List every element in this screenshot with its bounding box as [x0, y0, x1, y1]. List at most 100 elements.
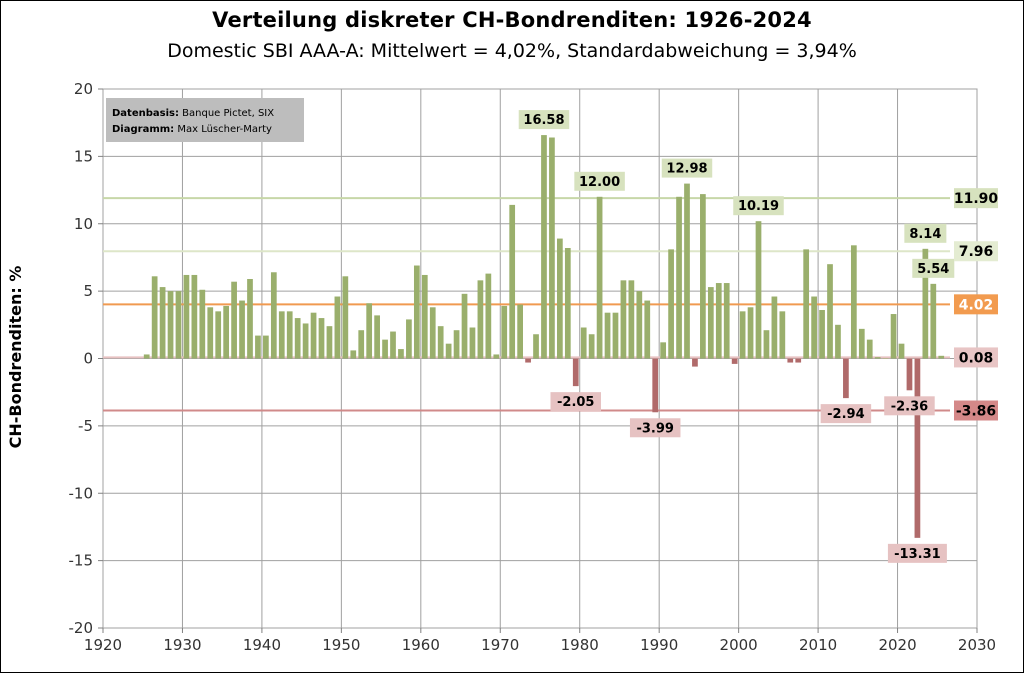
bar	[326, 326, 333, 359]
reference-label-box	[954, 347, 998, 368]
bar	[660, 342, 667, 359]
reference-labels: 11.90 7.96 4.02 0.08 -3.86	[954, 188, 998, 421]
bar	[429, 307, 436, 359]
y-axis-label: CH-Bondrenditen: %	[6, 266, 25, 449]
x-tick-label: 2000	[720, 636, 758, 654]
x-tick-label: 1970	[481, 636, 519, 654]
bar	[628, 280, 635, 359]
reference-lines	[103, 197, 950, 412]
bar	[922, 248, 929, 359]
bar	[310, 312, 317, 359]
bar	[143, 354, 150, 359]
reference-label-box	[954, 400, 998, 421]
bar	[239, 300, 245, 359]
bar	[294, 318, 301, 359]
source-note: Datenbasis: Banque Pictet, SIX Diagramm:…	[106, 98, 304, 142]
data-labels: 16.58 12.00 12.98 10.19 8.14 5.54 -2.05 -3.99 -2…	[518, 110, 955, 563]
y-tick-label: -20	[69, 619, 94, 637]
bar	[612, 312, 619, 359]
data-label: 12.00	[579, 175, 620, 190]
bar	[159, 287, 166, 359]
bar	[318, 318, 325, 359]
bar	[151, 276, 158, 359]
bar	[525, 358, 531, 363]
bar	[509, 204, 516, 359]
bar	[302, 323, 309, 359]
x-tick-label: 1960	[402, 636, 440, 654]
bar	[604, 312, 611, 359]
bar	[215, 311, 222, 359]
bar	[398, 349, 404, 359]
bar	[286, 311, 293, 359]
bar	[191, 274, 198, 359]
y-tick-label: 0	[83, 350, 93, 368]
bar	[557, 238, 563, 359]
bar	[779, 311, 786, 359]
y-tick-label: 10	[74, 215, 93, 233]
bar	[819, 309, 825, 359]
data-label: 8.14	[909, 227, 941, 242]
bar	[469, 327, 476, 359]
bar	[827, 264, 833, 359]
bar	[501, 305, 508, 359]
data-label: -2.36	[891, 399, 928, 414]
data-label-box	[884, 396, 935, 416]
bar	[477, 280, 484, 359]
bar	[684, 183, 690, 359]
bar	[366, 303, 373, 359]
reference-label: 7.96	[959, 244, 994, 260]
x-tick-label: 1930	[163, 636, 201, 654]
data-label-box	[904, 223, 947, 243]
reference-label-box	[954, 188, 998, 209]
y-tick-label: 15	[74, 147, 93, 165]
bar	[866, 339, 873, 359]
data-label-box	[661, 158, 713, 178]
bar	[835, 324, 841, 359]
bar	[278, 311, 285, 359]
source-note-line-2: Diagramm: Max Lüscher-Marty	[112, 124, 272, 135]
bar	[572, 358, 579, 387]
x-tick-label: 2010	[799, 636, 837, 654]
bar	[541, 135, 547, 359]
bar	[843, 358, 849, 399]
data-label: -2.05	[557, 395, 594, 410]
data-label-box	[887, 543, 947, 563]
bar	[914, 358, 921, 538]
bar	[771, 296, 778, 359]
source-note-line-1: Datenbasis: Banque Pictet, SIX	[112, 108, 274, 119]
bar	[517, 304, 523, 359]
bar	[406, 319, 412, 359]
data-label: -13.31	[894, 547, 941, 562]
x-tick-label: 1950	[322, 636, 360, 654]
data-label-box	[518, 110, 570, 130]
bar	[874, 357, 881, 359]
bar	[207, 307, 214, 359]
bar	[255, 335, 261, 359]
y-tick-label: -15	[69, 552, 94, 570]
bar	[358, 330, 365, 359]
bar	[596, 196, 603, 359]
bar	[652, 358, 659, 413]
bar	[636, 291, 643, 359]
y-axis-ticks: 20 15 10 5 0 -5 -10 -15 -20	[69, 80, 103, 637]
bar	[930, 283, 937, 359]
bar	[787, 358, 794, 363]
bar	[350, 350, 357, 359]
bar	[731, 358, 738, 364]
bar	[803, 249, 810, 359]
data-label: 12.98	[666, 162, 707, 177]
bar	[644, 300, 651, 359]
bar	[850, 245, 857, 359]
data-label-box	[912, 258, 955, 278]
bar	[707, 287, 714, 359]
chart-title: Verteilung diskreter CH-Bondrenditen: 19…	[212, 8, 812, 32]
bar	[549, 137, 555, 359]
data-label: 10.19	[738, 199, 779, 214]
y-tick-label: 5	[83, 282, 93, 300]
bar	[676, 196, 682, 359]
bar	[382, 339, 388, 359]
data-label-box	[820, 404, 872, 424]
bar	[374, 315, 380, 359]
bar	[700, 194, 706, 359]
